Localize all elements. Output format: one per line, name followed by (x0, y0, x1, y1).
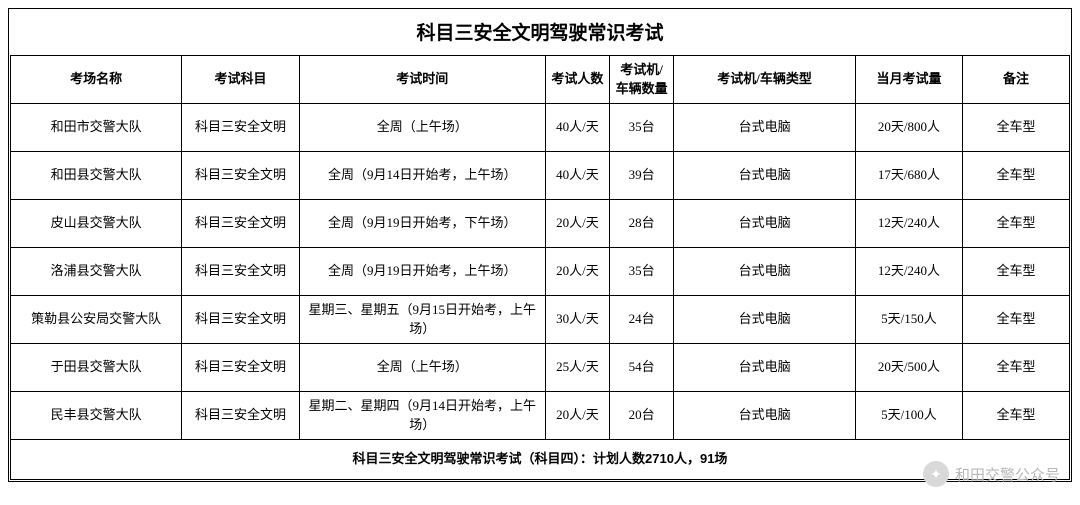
cell-time: 星期二、星期四（9月14日开始考，上午场） (299, 392, 545, 440)
cell-machines: 28台 (609, 200, 673, 248)
cell-type: 台式电脑 (674, 200, 856, 248)
cell-remark: 全车型 (962, 344, 1069, 392)
cell-type: 台式电脑 (674, 344, 856, 392)
table-row: 和田县交警大队科目三安全文明全周（9月14日开始考，上午场）40人/天39台台式… (11, 152, 1070, 200)
cell-venue: 策勒县公安局交警大队 (11, 296, 182, 344)
cell-people: 40人/天 (545, 104, 609, 152)
cell-machines: 24台 (609, 296, 673, 344)
footer-row: 科目三安全文明驾驶常识考试（科目四）：计划人数2710人，91场 (11, 440, 1070, 480)
col-header-subject: 考试科目 (182, 56, 300, 104)
table-row: 民丰县交警大队科目三安全文明星期二、星期四（9月14日开始考，上午场）20人/天… (11, 392, 1070, 440)
cell-type: 台式电脑 (674, 392, 856, 440)
cell-remark: 全车型 (962, 248, 1069, 296)
table-row: 和田市交警大队科目三安全文明全周（上午场）40人/天35台台式电脑20天/800… (11, 104, 1070, 152)
cell-remark: 全车型 (962, 104, 1069, 152)
cell-monthly: 5天/100人 (856, 392, 963, 440)
cell-monthly: 20天/800人 (856, 104, 963, 152)
cell-people: 20人/天 (545, 248, 609, 296)
cell-people: 25人/天 (545, 344, 609, 392)
cell-subject: 科目三安全文明 (182, 248, 300, 296)
cell-type: 台式电脑 (674, 248, 856, 296)
cell-subject: 科目三安全文明 (182, 104, 300, 152)
cell-time: 星期三、星期五（9月15日开始考，上午场） (299, 296, 545, 344)
cell-time: 全周（9月19日开始考，上午场） (299, 248, 545, 296)
cell-people: 30人/天 (545, 296, 609, 344)
table-body: 和田市交警大队科目三安全文明全周（上午场）40人/天35台台式电脑20天/800… (11, 104, 1070, 440)
cell-time: 全周（9月14日开始考，上午场） (299, 152, 545, 200)
cell-venue: 和田市交警大队 (11, 104, 182, 152)
cell-monthly: 5天/150人 (856, 296, 963, 344)
col-header-venue: 考场名称 (11, 56, 182, 104)
document-frame: 科目三安全文明驾驶常识考试 考场名称 考试科目 考试时间 考试人数 考试机/车辆… (8, 8, 1072, 482)
cell-remark: 全车型 (962, 200, 1069, 248)
footer-summary: 科目三安全文明驾驶常识考试（科目四）：计划人数2710人，91场 (11, 440, 1070, 480)
cell-subject: 科目三安全文明 (182, 392, 300, 440)
cell-remark: 全车型 (962, 152, 1069, 200)
col-header-people: 考试人数 (545, 56, 609, 104)
table-row: 皮山县交警大队科目三安全文明全周（9月19日开始考，下午场）20人/天28台台式… (11, 200, 1070, 248)
cell-time: 全周（上午场） (299, 344, 545, 392)
page-title: 科目三安全文明驾驶常识考试 (10, 10, 1070, 55)
cell-people: 20人/天 (545, 392, 609, 440)
cell-venue: 于田县交警大队 (11, 344, 182, 392)
exam-schedule-table: 考场名称 考试科目 考试时间 考试人数 考试机/车辆数量 考试机/车辆类型 当月… (10, 55, 1070, 480)
cell-type: 台式电脑 (674, 296, 856, 344)
cell-people: 20人/天 (545, 200, 609, 248)
cell-machines: 54台 (609, 344, 673, 392)
cell-remark: 全车型 (962, 296, 1069, 344)
header-row: 考场名称 考试科目 考试时间 考试人数 考试机/车辆数量 考试机/车辆类型 当月… (11, 56, 1070, 104)
cell-monthly: 12天/240人 (856, 200, 963, 248)
cell-monthly: 20天/500人 (856, 344, 963, 392)
cell-type: 台式电脑 (674, 104, 856, 152)
cell-subject: 科目三安全文明 (182, 344, 300, 392)
table-row: 洛浦县交警大队科目三安全文明全周（9月19日开始考，上午场）20人/天35台台式… (11, 248, 1070, 296)
cell-machines: 35台 (609, 104, 673, 152)
col-header-machines: 考试机/车辆数量 (609, 56, 673, 104)
cell-remark: 全车型 (962, 392, 1069, 440)
cell-people: 40人/天 (545, 152, 609, 200)
cell-venue: 皮山县交警大队 (11, 200, 182, 248)
cell-machines: 39台 (609, 152, 673, 200)
cell-subject: 科目三安全文明 (182, 296, 300, 344)
cell-machines: 35台 (609, 248, 673, 296)
cell-venue: 和田县交警大队 (11, 152, 182, 200)
col-header-monthly: 当月考试量 (856, 56, 963, 104)
cell-time: 全周（上午场） (299, 104, 545, 152)
col-header-remark: 备注 (962, 56, 1069, 104)
col-header-type: 考试机/车辆类型 (674, 56, 856, 104)
cell-monthly: 12天/240人 (856, 248, 963, 296)
cell-subject: 科目三安全文明 (182, 152, 300, 200)
cell-time: 全周（9月19日开始考，下午场） (299, 200, 545, 248)
cell-monthly: 17天/680人 (856, 152, 963, 200)
cell-machines: 20台 (609, 392, 673, 440)
cell-venue: 民丰县交警大队 (11, 392, 182, 440)
col-header-time: 考试时间 (299, 56, 545, 104)
table-row: 策勒县公安局交警大队科目三安全文明星期三、星期五（9月15日开始考，上午场）30… (11, 296, 1070, 344)
cell-venue: 洛浦县交警大队 (11, 248, 182, 296)
cell-subject: 科目三安全文明 (182, 200, 300, 248)
cell-type: 台式电脑 (674, 152, 856, 200)
table-row: 于田县交警大队科目三安全文明全周（上午场）25人/天54台台式电脑20天/500… (11, 344, 1070, 392)
